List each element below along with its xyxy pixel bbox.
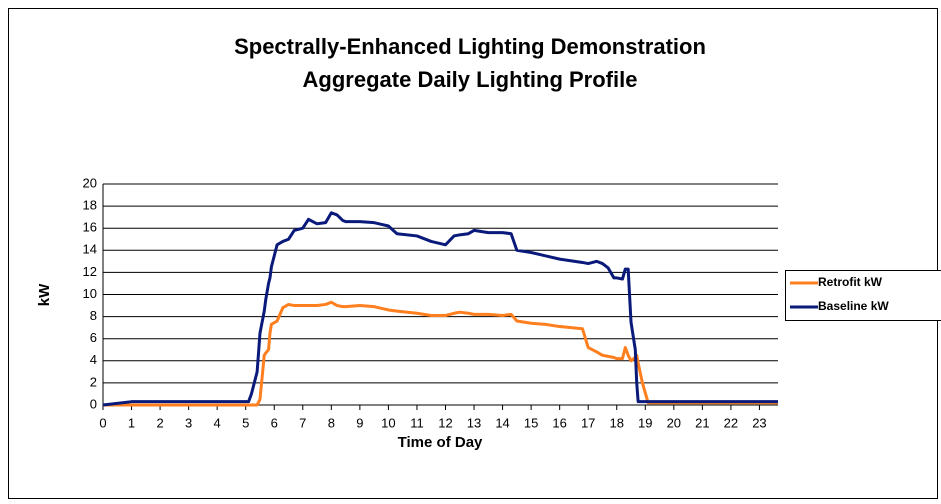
x-tick-label: 10 [381, 415, 395, 430]
x-tick-label: 16 [552, 415, 566, 430]
x-tick-label: 2 [156, 415, 163, 430]
x-axis-title: Time of Day [398, 434, 483, 451]
y-tick-label: 14 [83, 242, 97, 257]
x-tick-label: 0 [99, 415, 106, 430]
y-tick-label: 6 [90, 330, 97, 345]
y-tick-label: 8 [90, 308, 97, 323]
chart-title: Spectrally-Enhanced Lighting Demonstrati… [234, 34, 706, 59]
x-tick-label: 22 [724, 415, 738, 430]
x-tick-label: 20 [667, 415, 681, 430]
x-tick-label: 19 [638, 415, 652, 430]
y-tick-label: 10 [83, 286, 97, 301]
x-tick-label: 13 [467, 415, 481, 430]
legend-label: Retrofit kW [818, 275, 883, 289]
x-tick-label: 14 [495, 415, 509, 430]
x-tick-label: 5 [242, 415, 249, 430]
y-tick-label: 16 [83, 220, 97, 235]
y-tick-label: 2 [90, 374, 97, 389]
x-tick-label: 15 [524, 415, 538, 430]
series-line [103, 300, 778, 407]
x-tick-label: 3 [185, 415, 192, 430]
y-tick-label: 4 [90, 352, 97, 367]
x-tick-label: 6 [271, 415, 278, 430]
series-line [102, 211, 778, 407]
x-tick-label: 4 [214, 415, 221, 430]
y-tick-label: 18 [83, 198, 97, 213]
chart-subtitle: Aggregate Daily Lighting Profile [303, 67, 638, 92]
y-axis-title: kW [36, 283, 53, 306]
x-tick-label: 12 [438, 415, 452, 430]
x-tick-label: 23 [752, 415, 766, 430]
legend-box [785, 270, 941, 321]
y-tick-label: 0 [90, 396, 97, 411]
x-tick-label: 18 [610, 415, 624, 430]
y-tick-label: 12 [83, 264, 97, 279]
x-tick-label: 7 [299, 415, 306, 430]
x-tick-label: 8 [328, 415, 335, 430]
y-tick-label: 20 [83, 175, 97, 190]
x-tick-label: 1 [128, 415, 135, 430]
x-tick-label: 9 [356, 415, 363, 430]
x-tick-label: 21 [695, 415, 709, 430]
legend-label: Baseline kW [818, 299, 889, 313]
x-tick-label: 11 [410, 415, 424, 430]
x-tick-label: 17 [581, 415, 595, 430]
